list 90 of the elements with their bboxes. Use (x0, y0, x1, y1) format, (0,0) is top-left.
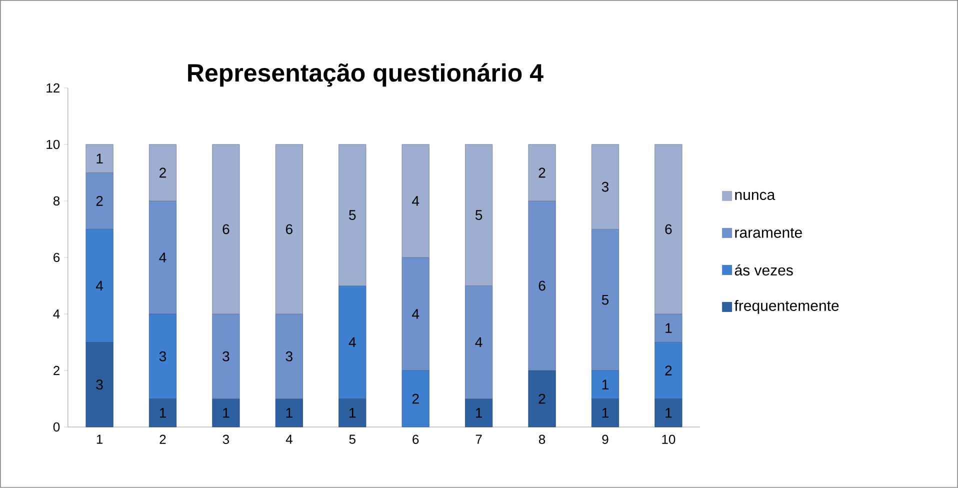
data-label: 1 (223, 408, 230, 418)
bar (591, 370, 620, 399)
data-label: 4 (412, 196, 420, 206)
data-label: 4 (348, 337, 356, 348)
x-tick-label: 5 (349, 434, 356, 444)
bar (338, 286, 366, 399)
bar (528, 370, 556, 428)
data-label: 1 (96, 154, 103, 164)
bar (275, 398, 303, 428)
x-tick-label: 1 (96, 434, 103, 444)
data-label: 6 (538, 280, 546, 291)
data-label: 4 (159, 252, 166, 262)
bar (654, 144, 682, 314)
bar (465, 398, 493, 428)
bar (591, 144, 620, 230)
bar (86, 144, 114, 173)
bar (212, 144, 240, 314)
y-tick-label: 8 (53, 196, 60, 206)
bar (86, 172, 114, 230)
bar (654, 398, 682, 428)
data-label: 2 (538, 168, 546, 178)
data-label: 1 (666, 408, 672, 418)
data-label: 1 (350, 408, 356, 418)
legend-label: raramente (735, 228, 802, 238)
bar (402, 144, 430, 258)
data-label: 3 (602, 182, 609, 192)
data-label: 3 (159, 351, 166, 362)
data-label: 5 (475, 210, 482, 220)
data-label: 3 (96, 380, 103, 390)
data-label: 5 (349, 210, 356, 220)
data-label: 6 (665, 224, 672, 234)
data-label: 1 (476, 408, 482, 418)
bar (528, 200, 556, 371)
data-label: 1 (602, 380, 608, 390)
data-label: 6 (222, 224, 230, 234)
x-tick-label: 2 (160, 434, 166, 444)
bar (465, 144, 493, 286)
data-label: 4 (96, 280, 104, 291)
data-label: 5 (602, 294, 609, 305)
data-label: 2 (160, 168, 166, 178)
data-label: 1 (160, 408, 166, 418)
y-tick-label: 4 (53, 310, 60, 318)
data-label: 1 (286, 408, 292, 418)
data-label: 3 (222, 351, 230, 362)
x-tick-label: 6 (412, 434, 419, 444)
legend-label: ás vezes (734, 264, 793, 276)
y-tick-label: 0 (53, 422, 60, 432)
y-tick-label: 10 (46, 140, 60, 150)
bar (654, 342, 682, 399)
bar (212, 398, 240, 428)
bar (402, 370, 430, 428)
x-tick-label: 4 (286, 434, 292, 444)
bar (148, 398, 177, 428)
bar (528, 144, 556, 202)
y-tick-label: 12 (46, 83, 60, 92)
data-label: 2 (412, 394, 419, 404)
bar (402, 257, 430, 371)
bar (338, 398, 366, 428)
x-tick-label: 7 (476, 434, 482, 444)
bar (148, 314, 177, 399)
data-label: 2 (665, 366, 672, 376)
data-label: 6 (286, 224, 292, 234)
data-label: 1 (666, 323, 672, 333)
bar (86, 342, 114, 428)
bar (86, 229, 114, 342)
bar (148, 200, 177, 314)
data-label: 4 (412, 309, 420, 319)
y-tick-label: 6 (54, 252, 60, 262)
x-tick-label: 9 (602, 434, 608, 444)
data-label: 3 (286, 351, 292, 362)
bar (275, 314, 303, 399)
data-label: 2 (538, 394, 546, 404)
legend-label: frequentemente (734, 300, 839, 314)
y-tick-label: 2 (54, 366, 60, 376)
x-tick-label: 3 (222, 434, 230, 444)
bar (465, 286, 493, 399)
data-label: 4 (475, 337, 482, 348)
data-label: 2 (96, 196, 103, 206)
data-label: 1 (602, 408, 608, 418)
x-tick-label: 8 (538, 434, 546, 444)
chart-title: Representação questionário 4 (188, 63, 544, 87)
bar (591, 398, 620, 428)
bar (148, 144, 177, 202)
bar (212, 314, 240, 399)
bar (275, 144, 303, 314)
x-tick-label: 10 (662, 434, 676, 444)
legend-label: nunca (735, 192, 776, 200)
bar (654, 314, 682, 342)
bar (338, 144, 366, 286)
bar (591, 229, 620, 371)
